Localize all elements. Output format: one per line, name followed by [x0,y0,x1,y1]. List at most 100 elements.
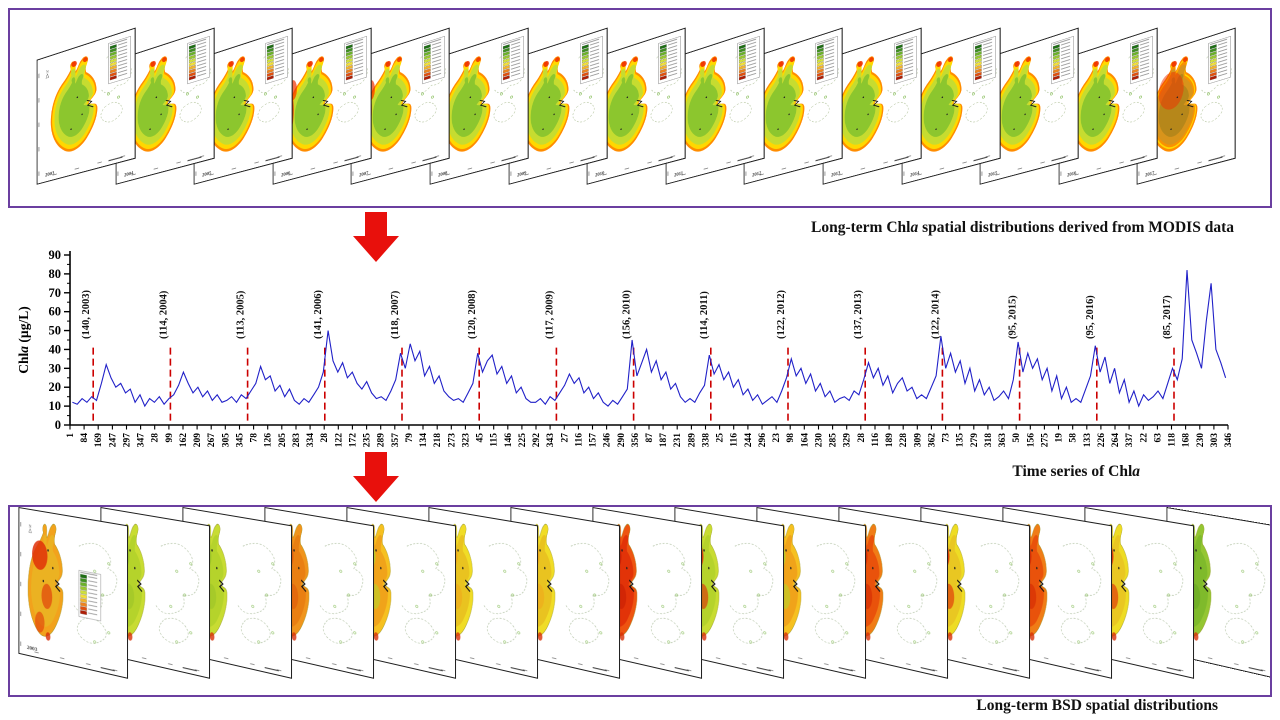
lake-chla-map [443,52,491,158]
x-tick-label: 285 [829,433,839,448]
card-year-label: 2010 [595,171,605,179]
x-tick-label: 279 [970,433,980,448]
x-tick-label: 231 [673,433,683,448]
x-tick-label: 226 [1097,433,1107,448]
lake-chla-map [915,52,962,158]
x-tick-label: 28 [857,433,867,443]
x-tick-label: 45 [476,433,486,443]
x-tick-label: 99 [165,433,175,443]
x-tick-label: 73 [942,433,952,443]
year-marker-label: (113, 2005) [236,290,247,339]
x-tick-label: 329 [843,433,853,448]
x-tick-label: 22 [1139,433,1149,443]
year-marker-label: (85, 2017) [1162,295,1173,339]
card-year-label: 2007 [359,171,369,179]
x-tick-label: 146 [504,433,514,448]
card-year-label: 2017 [1145,171,1155,179]
map-legend [895,36,917,84]
down-arrow-icon [352,211,404,263]
lake-bsd-map [1012,520,1047,644]
modis-map-card-2008: N2008 [429,27,529,185]
lake-chla-map [364,52,412,158]
year-marker-label: (114, 2004) [158,290,169,339]
chla-time-series-chart: (140, 2003) (114, 2004) (113, 2005) (141, 2… [0,243,1280,475]
modis-map-card-2016: N2016 [1058,27,1158,185]
modis-caption-pre: Long-term Chl [811,219,911,236]
village-dots [744,559,766,647]
lake-bsd-map [1176,520,1211,644]
x-tick-label: 187 [659,433,669,448]
x-tick-label: 134 [419,433,429,448]
x-tick-label: 116 [871,433,881,447]
x-tick-label: 205 [278,433,288,448]
x-tick-label: 133 [1083,433,1093,448]
x-tick-label: 230 [815,433,825,448]
year-marker-label: (95, 2015) [1008,295,1019,339]
x-tick-label: 246 [603,433,613,448]
y-axis-title: Chla (µg/L) [16,306,31,373]
card-year-label: 2014 [910,171,920,179]
x-tick-label: 345 [236,433,246,448]
water-network-outlines [976,540,1019,649]
map-legend [1209,36,1231,84]
map-legend [973,36,995,84]
x-tick-label: 27 [560,433,570,443]
x-tick-label: 283 [292,433,302,448]
lake-chla-map [993,52,1041,158]
lake-chla-map [207,52,255,158]
water-network-outlines [1222,540,1265,649]
map-legend [580,36,602,84]
map-legend [816,36,838,84]
x-tick-label: 78 [250,433,260,443]
x-tick-label: 79 [405,433,415,443]
village-dots [908,559,930,647]
village-dots [1154,559,1176,647]
y-tick-label: 80 [49,267,62,281]
card-year-label: 2005 [202,171,212,179]
east-shore-line [86,99,94,107]
chla-series-line [72,270,1227,408]
x-tick-label: 235 [363,433,373,448]
x-tick-label: 363 [998,433,1008,448]
lake-chla-map [1151,52,1198,158]
x-tick-label: 273 [447,433,457,448]
village-dots [662,559,684,647]
village-dots [252,559,274,647]
water-network-outlines [402,540,445,649]
x-tick-label: 63 [1153,433,1163,443]
card-year-label: 2015 [988,171,998,179]
x-tick-label: 244 [744,433,754,448]
year-marker-label: (137, 2013) [853,290,864,339]
x-tick-label: 209 [193,433,203,448]
y-tick-label: 20 [49,380,62,394]
x-tick-label: 157 [589,433,599,448]
modis-map-card-2017: N2017 [1137,27,1237,185]
card-year-label: 2012 [752,171,762,179]
x-tick-label: 28 [151,433,161,443]
bsd-caption-text: Long-term BSD spatial distributions [976,697,1218,714]
x-tick-label: 357 [391,433,401,448]
water-network-outlines [1140,540,1183,649]
modis-map-card-2009: N2009 [508,27,608,185]
year-marker-label: (95, 2016) [1085,295,1096,339]
x-tick-label: 323 [461,433,471,448]
card-year-label: 2011 [674,171,684,178]
modis-caption: Long-term Chla spatial distributions der… [811,219,1234,237]
y-tick-label: 70 [49,286,62,300]
water-network-outlines [566,540,609,649]
x-tick-label: 362 [927,433,937,448]
map-legend [109,36,131,84]
modis-caption-italic: a [910,219,919,236]
modis-map-card-2004: N2004 [115,27,215,185]
chart-caption: Time series of Chla [1012,463,1140,481]
y-tick-label: 60 [49,305,62,319]
x-tick-label: 218 [433,433,443,448]
svg-text:N: N [29,523,32,528]
lake-chla-map [600,52,648,158]
x-tick-label: 23 [772,433,782,443]
card-year-label: 2006 [281,171,291,179]
north-arrow-icon: N [46,69,49,79]
year-marker-label: (122, 2014) [930,290,941,339]
card-year-label: 2003 [45,171,55,179]
